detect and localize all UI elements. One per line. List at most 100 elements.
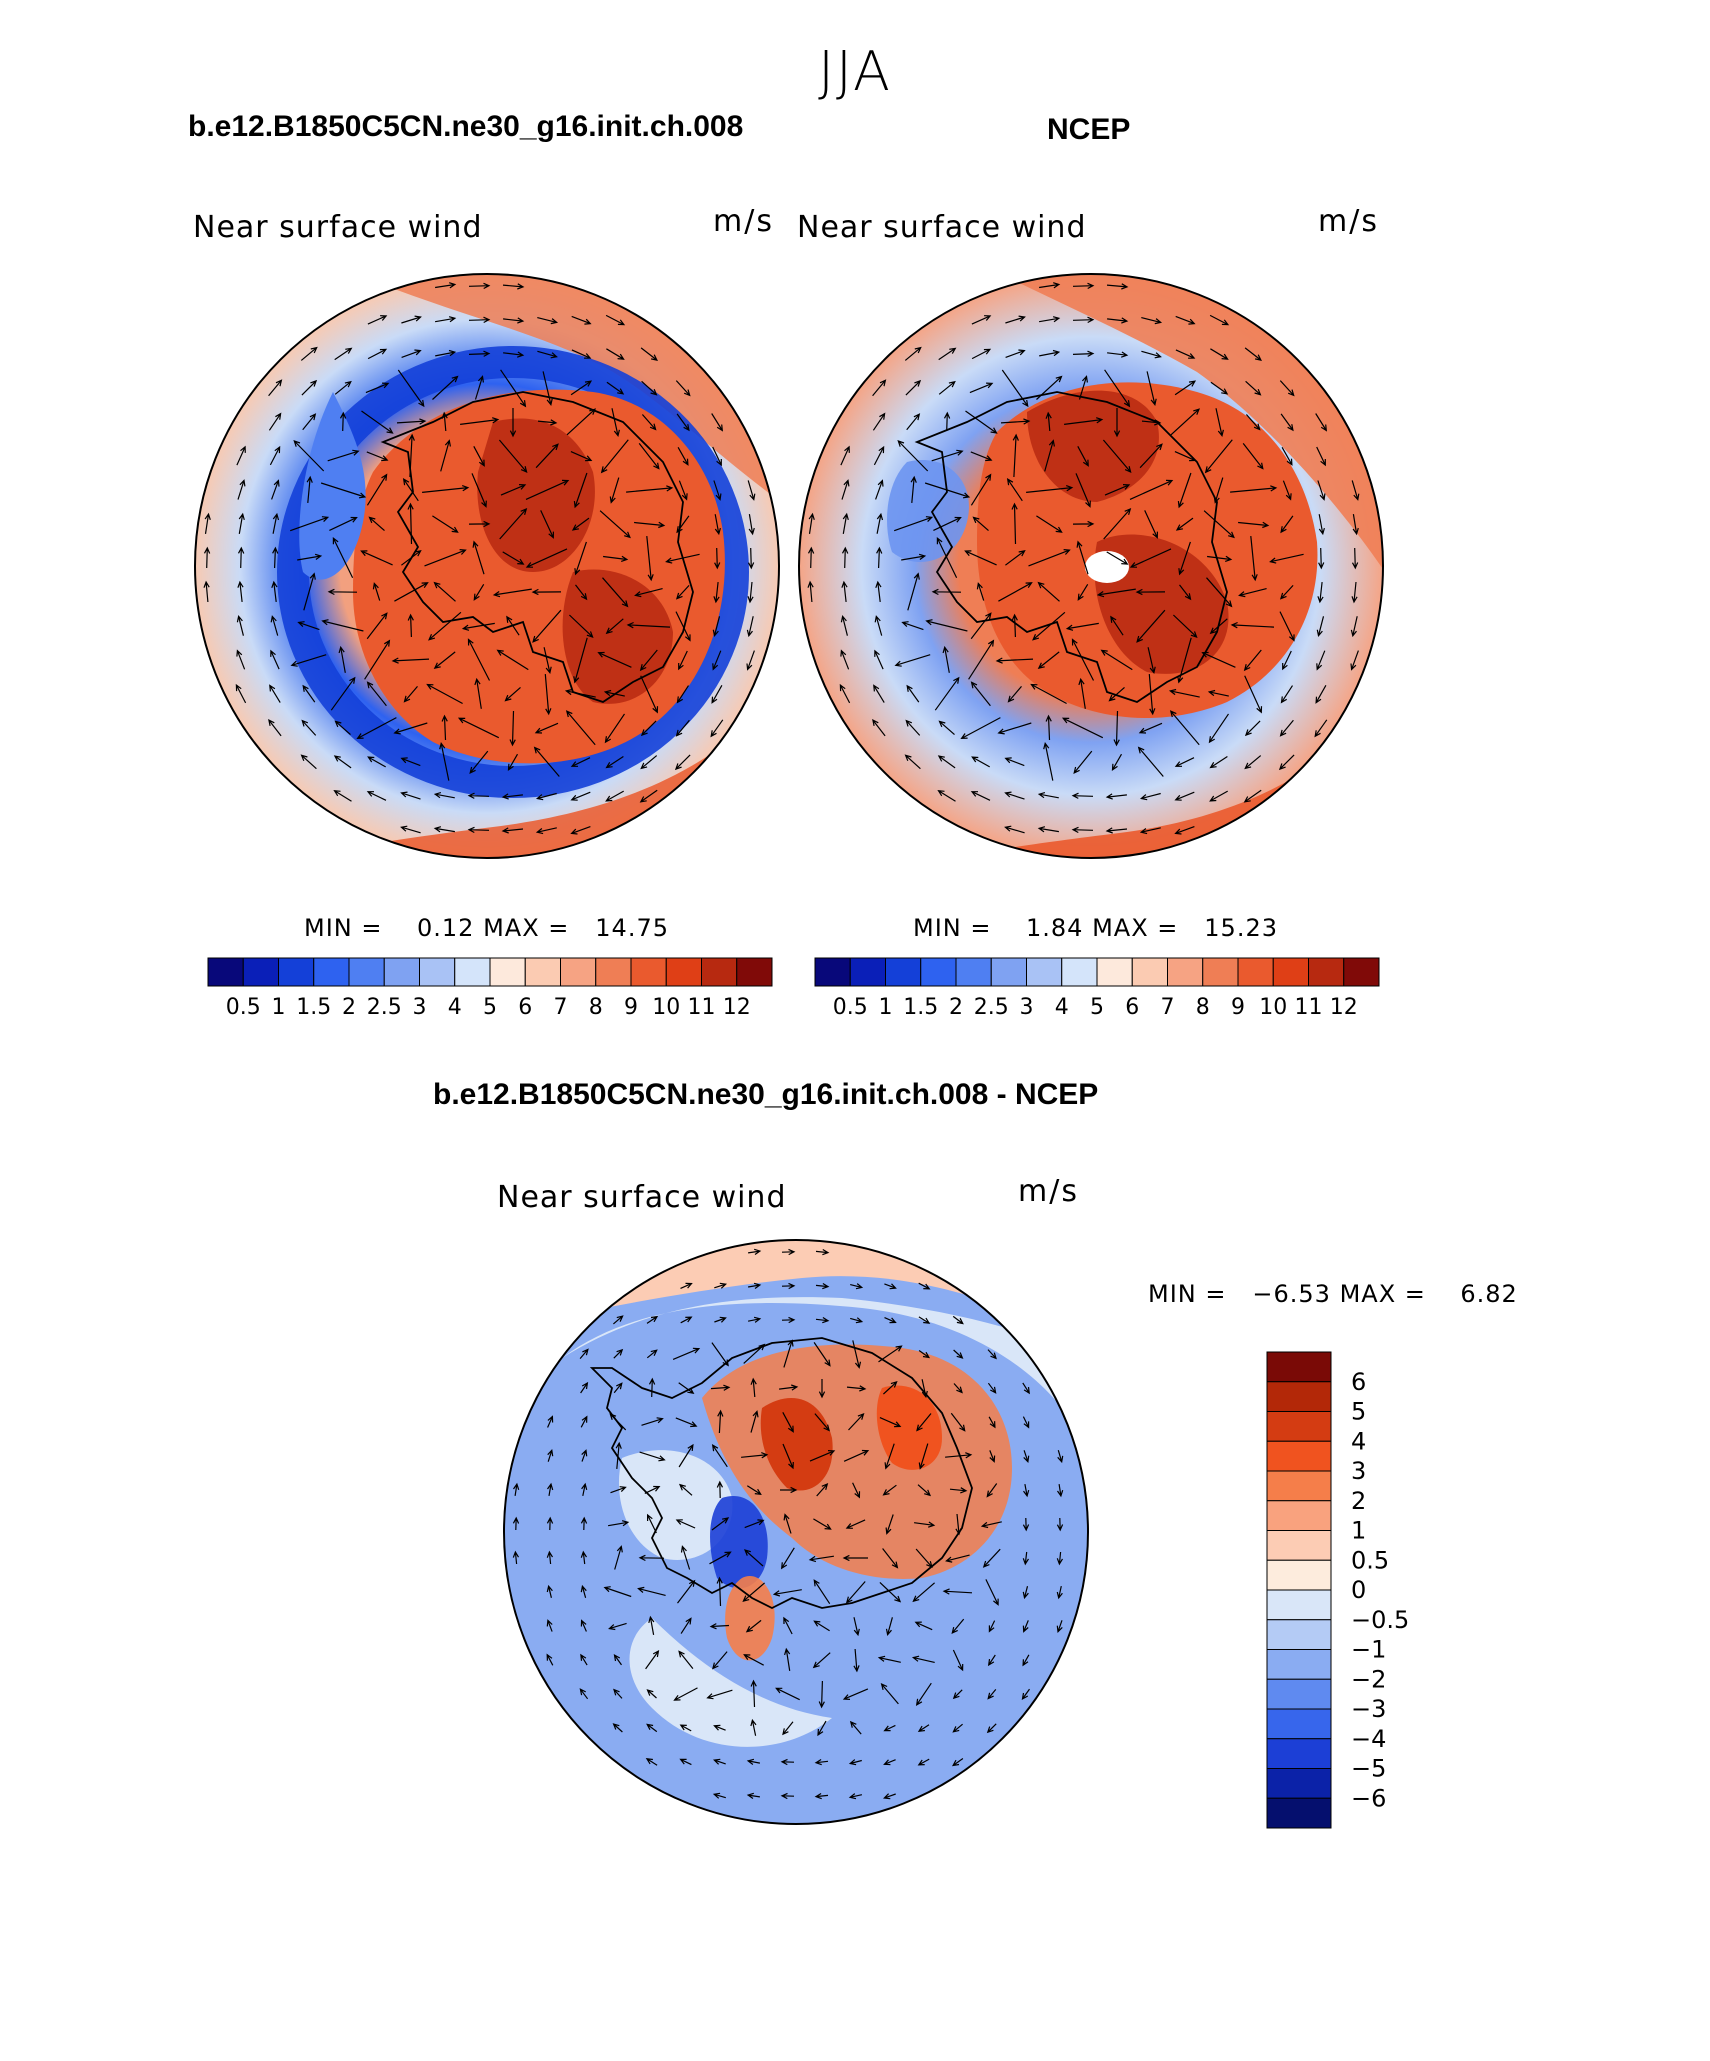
panel-2-wind-arrow xyxy=(1110,615,1124,636)
panel-3-colorbar-tick-label: 2 xyxy=(1351,1487,1366,1515)
panel-1-wind-arrow xyxy=(609,477,620,504)
panel-2-wind-arrow xyxy=(1148,674,1156,716)
panel-1-wind-arrow xyxy=(639,789,658,803)
panel-2-wind-arrow xyxy=(1105,793,1127,800)
panel-1-wind-vectors xyxy=(203,282,756,835)
panel-1-colorbar-box xyxy=(736,957,773,987)
panel-2-wind-arrow xyxy=(1039,282,1061,289)
panel-1-wind-arrow xyxy=(204,512,211,534)
panel-3-wind-arrow xyxy=(743,1343,766,1364)
panel-2-wind-arrow xyxy=(1168,688,1200,698)
panel-2-wind-arrow xyxy=(1215,408,1224,438)
panel-1-wind-arrow xyxy=(334,380,352,395)
panel-3-wind-arrow xyxy=(712,1792,726,1799)
panel-1-wind-arrow xyxy=(435,282,457,289)
panel-2-wind-arrow xyxy=(1004,825,1025,834)
panel-1-wind-arrow xyxy=(535,827,557,835)
panel-3-wind-arrow xyxy=(677,1579,696,1604)
panel-1-wind-arrow xyxy=(605,790,624,802)
panel-2-wind-arrow xyxy=(1316,650,1326,671)
panel-3-wind-arrow xyxy=(680,1316,693,1324)
panel-2-colorbar-tick-label: 2.5 xyxy=(974,995,1009,1020)
panel-3-wind-arrow xyxy=(985,1579,999,1606)
panel-1-colorbar-tick-label: 2.5 xyxy=(367,995,402,1020)
panel-2-wind-arrow xyxy=(1204,439,1233,474)
panel-1-wind-arrow xyxy=(468,520,491,528)
panel-1-wind-arrow xyxy=(472,540,485,575)
panel-1-wind-arrow xyxy=(712,650,722,671)
panel-2-wind-arrow xyxy=(933,516,962,531)
panel-2-wind-arrow xyxy=(897,440,929,472)
panel-2-wind-arrow xyxy=(1282,650,1292,671)
panel-1-colorbar-tick-label: 1 xyxy=(272,995,286,1020)
panel-1-wind-arrow xyxy=(675,719,690,737)
panel-2-wind-arrow xyxy=(840,445,850,466)
panel-2-colorbar-tick-label: 2 xyxy=(949,995,963,1020)
panel-1-wind-arrow xyxy=(401,349,422,358)
panel-1-wind-arrow xyxy=(268,379,283,397)
panel-1-wind-arrow xyxy=(468,350,491,357)
panel-3-colorbar-box xyxy=(1266,1470,1332,1502)
panel-3-wind-arrow xyxy=(546,1516,554,1531)
panel-3-colorbar-tick-label: 5 xyxy=(1351,1398,1366,1426)
panel-3-wind-arrow xyxy=(546,1550,554,1565)
panel-2-wind-arrow xyxy=(1175,517,1194,531)
panel-1-wind-arrow xyxy=(330,676,356,711)
panel-3-wind-arrow xyxy=(911,1655,935,1663)
panel-1-wind-arrow xyxy=(638,443,660,470)
panel-3-colorbar-box xyxy=(1266,1351,1332,1383)
panel-1-wind-arrow xyxy=(746,616,754,638)
panel-2-wind-arrow xyxy=(942,645,950,673)
panel-2-wind-arrow xyxy=(1104,369,1131,408)
panel-3-wind-arrow xyxy=(781,1248,796,1256)
panel-2-colorbar-box xyxy=(849,957,886,987)
panel-3-wind-arrow xyxy=(679,1758,692,1766)
panel-2-wind-arrow xyxy=(931,588,962,596)
panel-3-wind-arrow xyxy=(846,1385,867,1392)
panel-3-wind-arrow xyxy=(815,1248,830,1256)
panel-2-wind-arrow xyxy=(1006,478,1023,502)
panel-1-wind-arrow xyxy=(203,546,211,569)
panel-3-colorbar-box xyxy=(1266,1649,1332,1680)
panel-2-colorbar-tick-label: 0.5 xyxy=(833,995,868,1020)
panel-1-wind-arrow xyxy=(268,719,282,737)
panel-3-wind-arrow xyxy=(879,1417,902,1428)
panel-2-wind-arrow xyxy=(1317,582,1324,604)
panel-2-wind-arrow xyxy=(1244,347,1262,361)
panel-2-wind-arrow xyxy=(1032,611,1066,641)
panel-3-wind-arrow xyxy=(780,1792,795,1800)
panel-1-wind-arrow xyxy=(457,717,500,739)
panel-1-units: m/s xyxy=(713,204,774,239)
panel-2-wind-arrow xyxy=(1036,375,1063,400)
panel-2-wind-arrow xyxy=(1210,381,1229,395)
panel-3-wind-arrow xyxy=(609,1413,627,1431)
panel-3-wind-arrow xyxy=(982,1548,1001,1568)
panel-2-wind-arrow xyxy=(840,614,848,636)
panel-2-colorbar-box xyxy=(814,957,851,987)
panel-2-wind-arrow xyxy=(1245,380,1262,396)
panel-1-wind-arrow xyxy=(504,686,521,702)
panel-3-colorbar-box xyxy=(1266,1559,1332,1591)
panel-3-wind-arrow xyxy=(581,1449,588,1462)
panel-3-wind-arrow xyxy=(817,1720,827,1737)
panel-3-wind-arrow xyxy=(782,1443,794,1470)
panel-1-wind-arrow xyxy=(289,516,330,532)
panel-3-wind-arrow xyxy=(1022,1586,1029,1600)
panel-1-colorbar-box xyxy=(630,957,667,987)
panel-2-colorbar-tick-label: 9 xyxy=(1231,995,1245,1020)
panel-3-wind-arrow xyxy=(638,1554,665,1562)
panel-1-wind-arrow xyxy=(334,347,353,361)
panel-2-wind-arrow xyxy=(1282,480,1292,501)
panel-2-wind-arrow xyxy=(904,346,922,361)
panel-1-wind-arrow xyxy=(714,514,721,536)
panel-3-units: m/s xyxy=(1018,1174,1079,1209)
panel-1-wind-arrow xyxy=(401,549,422,566)
panel-1-wind-arrow xyxy=(468,282,491,290)
panel-2-wind-arrow xyxy=(1105,827,1128,834)
panel-2-wind-arrow xyxy=(1175,315,1196,325)
panel-1-min-label: MIN = xyxy=(304,914,383,942)
panel-3-wind-arrow xyxy=(951,1758,964,1767)
panel-1-wind-arrow xyxy=(537,419,558,426)
panel-2-wind-arrow xyxy=(1250,536,1258,582)
panel-1-map-border xyxy=(194,273,780,859)
